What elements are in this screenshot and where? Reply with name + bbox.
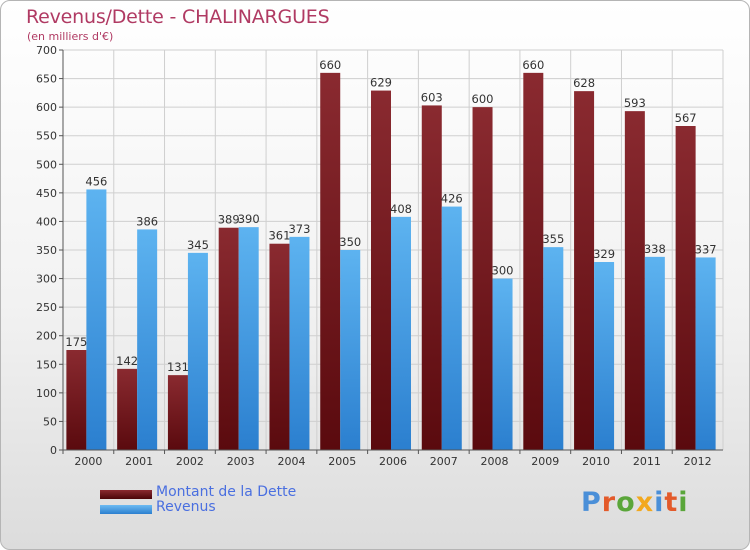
value-label: 408 [390, 202, 412, 216]
value-label: 350 [339, 235, 361, 249]
bar-revenus [492, 278, 513, 450]
bar-revenus [86, 189, 107, 450]
bar-revenus [238, 227, 259, 450]
value-label: 337 [695, 242, 717, 256]
value-label: 361 [268, 229, 290, 243]
bar-dette [320, 72, 341, 450]
bar-revenus [543, 247, 564, 450]
legend-swatch-debt [100, 490, 152, 499]
legend-swatch-revenus [100, 505, 152, 514]
x-tick-label: 2010 [582, 455, 610, 468]
x-tick-label: 2003 [227, 455, 255, 468]
value-label: 660 [522, 58, 544, 72]
value-label: 629 [370, 76, 392, 90]
logo-letter: P [581, 487, 602, 518]
legend-label-revenus: Revenus [156, 499, 216, 515]
x-tick-label: 2006 [379, 455, 407, 468]
bar-dette [218, 227, 239, 450]
x-tick-label: 2011 [633, 455, 661, 468]
logo-letter: i [678, 487, 689, 518]
y-tick-label: 700 [36, 44, 57, 57]
bar-revenus [391, 216, 411, 450]
y-tick-label: 100 [36, 387, 57, 400]
value-label: 426 [441, 192, 463, 206]
value-label: 603 [421, 90, 443, 104]
value-label: 345 [187, 238, 209, 252]
value-label: 600 [472, 92, 494, 106]
chart-subtitle: (en milliers d'€) [27, 30, 114, 43]
chart-title: Revenus/Dette - CHALINARGUES [26, 6, 330, 28]
axes: 0 50 100 150 200 250 300 350 400 450 500 550 600 650 7… [36, 44, 723, 468]
x-tick-label: 2002 [176, 455, 204, 468]
logo-letter: t [664, 487, 679, 518]
y-tick-label: 550 [36, 130, 57, 143]
value-label: 390 [238, 212, 260, 226]
bar-revenus [340, 250, 361, 450]
value-label: 338 [644, 242, 666, 256]
y-tick-label: 50 [43, 415, 57, 428]
value-label: 660 [319, 58, 341, 72]
y-tick-label: 0 [50, 444, 57, 457]
bar-dette [371, 90, 391, 451]
bar-revenus [187, 252, 208, 450]
proxiti-logo: Proxiti [581, 487, 689, 518]
bar-dette [269, 243, 290, 450]
x-tick-label: 2008 [481, 455, 509, 468]
bar-dette [66, 350, 87, 450]
logo-letter: r [601, 487, 617, 518]
bar-revenus [441, 206, 462, 450]
value-label: 142 [116, 354, 138, 368]
value-label: 329 [593, 247, 615, 261]
bar-revenus [644, 256, 665, 450]
bar-dette [675, 126, 696, 450]
value-label: 628 [573, 76, 595, 90]
value-label: 389 [218, 213, 240, 227]
x-tick-label: 2009 [531, 455, 559, 468]
y-tick-label: 200 [36, 330, 57, 343]
bar-dette [472, 107, 493, 451]
value-label: 131 [167, 360, 189, 374]
value-label: 175 [65, 335, 87, 349]
y-tick-label: 650 [36, 73, 57, 86]
y-tick-label: 300 [36, 273, 57, 286]
y-tick-label: 450 [36, 187, 57, 200]
y-tick-label: 400 [36, 215, 57, 228]
logo-letter: i [654, 487, 665, 518]
bar-revenus [594, 262, 615, 450]
logo-letter: o [616, 487, 636, 518]
x-tick-label: 2012 [684, 455, 712, 468]
legend-label-debt: Montant de la Dette [156, 484, 297, 500]
x-tick-label: 2001 [125, 455, 153, 468]
value-label: 593 [624, 96, 646, 110]
x-tick-label: 2004 [277, 455, 305, 468]
value-label: 300 [492, 264, 514, 278]
bar-revenus [695, 257, 716, 450]
y-tick-label: 250 [36, 301, 57, 314]
bars [66, 72, 716, 451]
bar-dette [167, 375, 188, 450]
x-tick-label: 2000 [74, 455, 102, 468]
bar-revenus [137, 229, 158, 450]
value-label: 567 [675, 111, 697, 125]
bar-dette [117, 368, 138, 450]
y-tick-label: 500 [36, 158, 57, 171]
value-label: 386 [136, 214, 158, 228]
y-tick-label: 150 [36, 358, 57, 371]
x-tick-label: 2005 [328, 455, 356, 468]
bar-dette [523, 72, 544, 450]
value-label: 355 [542, 232, 564, 246]
bar-revenus [289, 236, 310, 450]
value-label: 456 [85, 174, 107, 188]
y-tick-label: 600 [36, 101, 57, 114]
value-label: 373 [288, 222, 310, 236]
bar-dette [574, 91, 595, 451]
logo-letter: x [635, 487, 655, 518]
x-tick-label: 2007 [430, 455, 458, 468]
bar-dette [421, 105, 442, 450]
bar-dette [624, 111, 645, 451]
y-tick-label: 350 [36, 244, 57, 257]
